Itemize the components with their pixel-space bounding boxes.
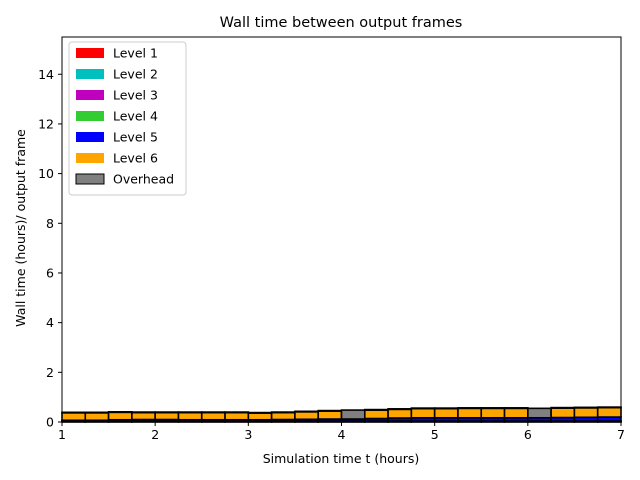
legend-swatch-level-6 (76, 153, 104, 163)
bar-level-6-17 (457, 407, 483, 419)
legend-swatch-level-1 (76, 48, 104, 58)
bar-level-6-14 (387, 408, 413, 419)
legend-label-level-3: Level 3 (113, 88, 158, 103)
chart-title: Wall time between output frames (220, 15, 463, 31)
bar-level-6-7 (224, 411, 250, 421)
x-tick-label: 4 (338, 427, 346, 442)
x-tick-label: 1 (58, 427, 66, 442)
legend-label-level-4: Level 4 (113, 109, 158, 124)
x-axis-label: Simulation time t (hours) (263, 451, 420, 466)
legend-label-level-6: Level 6 (113, 151, 158, 166)
bar-level-6-18 (480, 407, 506, 419)
y-tick-label: 10 (38, 166, 54, 181)
x-tick-label: 3 (244, 427, 252, 442)
bar-level-6-8 (247, 412, 273, 421)
legend: Level 1 Level 2 Level 3 Level 4 Level 5 Level… (68, 41, 187, 196)
bar-level-6-10 (294, 411, 320, 421)
x-tick-label: 5 (431, 427, 439, 442)
x-tick-label: 6 (524, 427, 532, 442)
bar-level-6-16 (433, 407, 459, 419)
y-tick-label: 4 (46, 315, 54, 330)
legend-label-level-5: Level 5 (113, 130, 158, 145)
bar-overhead-20 (527, 407, 552, 419)
x-tick-label: 2 (151, 427, 159, 442)
legend-swatch-level-3 (76, 90, 104, 100)
bar-level-6-2 (107, 411, 133, 421)
legend-label-level-1: Level 1 (113, 46, 158, 61)
y-tick-label: 12 (38, 116, 54, 131)
bar-level-6-3 (131, 411, 156, 421)
bar-level-6-13 (363, 409, 389, 420)
bar-level-6-23 (596, 406, 622, 418)
legend-swatch-level-5 (76, 132, 104, 142)
bar-overhead-12 (340, 409, 366, 420)
legend-label-overhead: Overhead (113, 172, 174, 187)
y-axis-label: Wall time (hours)/ output frame (13, 129, 28, 327)
y-tick-label: 2 (46, 365, 54, 380)
x-tick-label: 7 (617, 427, 625, 442)
bar-level-6-5 (177, 411, 203, 421)
y-tick-label: 14 (38, 67, 54, 82)
bar-level-6-19 (503, 407, 529, 419)
bar-level-6-1 (84, 412, 110, 422)
bar-level-6-4 (154, 411, 180, 421)
y-tick-label: 8 (46, 216, 54, 231)
bar-level-6-9 (270, 411, 296, 421)
bar-level-6-0 (61, 412, 87, 422)
y-tick-label: 6 (46, 265, 54, 280)
bar-level-6-6 (200, 411, 226, 421)
y-tick-label: 0 (46, 415, 54, 430)
legend-swatch-overhead (75, 173, 105, 185)
legend-swatch-level-2 (76, 69, 104, 79)
bar-level-6-15 (410, 407, 436, 419)
bar-level-6-22 (573, 407, 599, 419)
legend-label-level-2: Level 2 (113, 67, 158, 82)
bar-level-6-11 (317, 410, 343, 420)
legend-swatch-level-4 (76, 111, 104, 121)
bar-level-6-21 (550, 407, 576, 419)
